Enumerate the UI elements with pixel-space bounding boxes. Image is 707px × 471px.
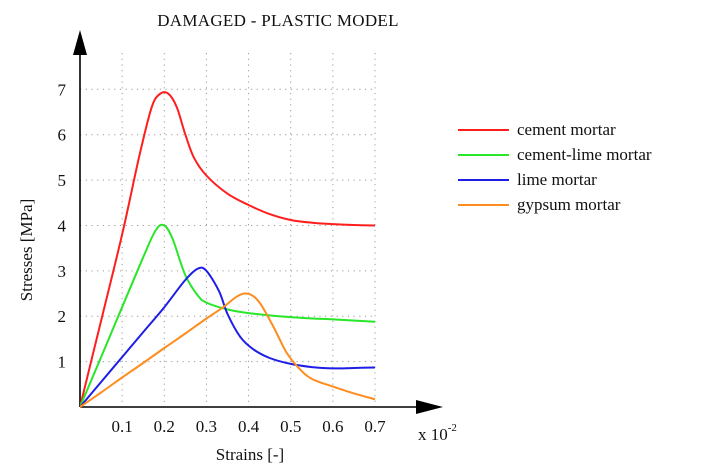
x-multiplier-exponent: -2 — [448, 422, 457, 434]
y-axis-label: Stresses [MPa] — [17, 199, 36, 301]
x-tick-labels: 0.1 0.2 0.3 0.4 0.5 0.6 0.7 — [112, 417, 387, 436]
x-tick-label-1: 0.2 — [154, 417, 175, 436]
series-line-2 — [80, 266, 376, 408]
chart-title: DAMAGED - PLASTIC MODEL — [157, 11, 399, 30]
legend-label-1: cement-lime mortar — [517, 145, 652, 164]
x-tick-label-0: 0.1 — [112, 417, 133, 436]
series-line-1 — [80, 223, 376, 408]
x-axis-arrow-icon — [416, 400, 443, 414]
y-tick-label-1: 2 — [58, 307, 67, 326]
x-tick-label-3: 0.4 — [238, 417, 260, 436]
legend-label-0: cement mortar — [517, 120, 616, 139]
grid — [80, 53, 376, 407]
x-multiplier-base: x 10 — [418, 425, 448, 444]
y-tick-labels: 1 2 3 4 5 6 7 — [58, 80, 67, 371]
series-lines — [80, 91, 376, 408]
legend: cement mortar cement-lime mortar lime mort… — [458, 120, 652, 214]
y-tick-label-5: 6 — [58, 126, 67, 145]
x-multiplier: x 10-2 — [418, 422, 457, 444]
series-line-0 — [80, 91, 376, 408]
y-tick-label-6: 7 — [58, 80, 67, 99]
legend-label-3: gypsum mortar — [517, 195, 621, 214]
x-tick-label-5: 0.6 — [322, 417, 343, 436]
y-axis-arrow-icon — [73, 30, 87, 55]
y-tick-label-0: 1 — [58, 353, 67, 372]
y-tick-label-4: 5 — [58, 171, 67, 190]
x-tick-label-2: 0.3 — [196, 417, 217, 436]
y-tick-label-2: 3 — [58, 262, 67, 281]
series-line-3 — [80, 292, 376, 408]
y-tick-label-3: 4 — [58, 216, 67, 235]
x-tick-label-4: 0.5 — [280, 417, 301, 436]
x-axis-label: Strains [-] — [216, 445, 284, 464]
x-tick-label-6: 0.7 — [364, 417, 386, 436]
legend-label-2: lime mortar — [517, 170, 597, 189]
